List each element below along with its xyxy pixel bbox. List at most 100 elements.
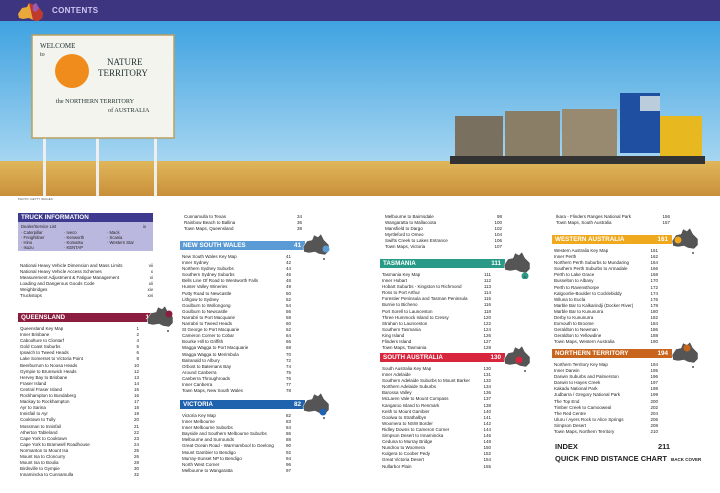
list-item[interactable]: Melbourne to Bairnsdale 98 bbox=[385, 214, 502, 220]
list-item[interactable]: Town Maps, Queensland 38 bbox=[184, 226, 302, 232]
list-item[interactable]: National Heavy Vehicle Dimension and Mas… bbox=[20, 263, 153, 269]
list-item[interactable]: Town Maps, Tasmania 128 bbox=[382, 345, 491, 351]
list-item[interactable]: Great Ocean Road - Warrnambool to Geelon… bbox=[182, 443, 291, 449]
section-header-tas[interactable]: TASMANIA 111 bbox=[380, 259, 505, 268]
list-item[interactable]: Inner Melbourne Suburbs 84 bbox=[182, 425, 291, 431]
list-item[interactable]: Narrabri to Tweed Heads 60 bbox=[182, 321, 291, 327]
list-item[interactable]: Kakadu National Park 198 bbox=[554, 386, 658, 392]
list-item[interactable]: Wangaratta to Mallacoota 100 bbox=[385, 220, 502, 226]
list-item[interactable]: Mount Isa to Cloncurry 26 bbox=[20, 454, 139, 460]
section-header-qld[interactable]: QUEENSLAND 1 bbox=[18, 313, 153, 322]
list-item[interactable]: Port Sorell to Launceston 118 bbox=[382, 309, 491, 315]
list-item[interactable]: Derby to Kununurra 182 bbox=[554, 315, 658, 321]
list-item[interactable]: Nundroo to Woomera 150 bbox=[382, 445, 491, 451]
list-item[interactable]: Weighbridges xiv bbox=[20, 287, 153, 293]
list-item[interactable]: Marble Bar to Kununurra 180 bbox=[554, 309, 658, 315]
list-item[interactable]: Cameron Corner to Cobar 64 bbox=[182, 333, 291, 339]
list-item[interactable]: Truckstops xvi bbox=[20, 293, 153, 299]
list-item[interactable]: Tasmania Key Map 111 bbox=[382, 272, 491, 278]
list-item[interactable]: Wiluna to Eucla 176 bbox=[554, 297, 658, 303]
list-item[interactable]: Woomera to NSW Border 142 bbox=[382, 421, 491, 427]
list-item[interactable]: Atherton Tableland 22 bbox=[20, 430, 139, 436]
list-item[interactable]: Uluru / Ayers Rock to Alice Springs 206 bbox=[554, 417, 658, 423]
list-item[interactable]: Hobart Suburbs - Kingston to Richmond 113 bbox=[382, 284, 491, 290]
list-item[interactable]: Darwin to Hayes Creek 197 bbox=[554, 380, 658, 386]
list-item[interactable]: Simpson Desert to Innamincka 146 bbox=[382, 433, 491, 439]
list-item[interactable]: Ipswich to Tweed Heads 6 bbox=[20, 350, 139, 356]
list-item[interactable]: Gold Coast Suburbs 5 bbox=[20, 344, 139, 350]
list-item[interactable]: National Heavy Vehicle Access Schemes x bbox=[20, 269, 153, 275]
list-item[interactable]: Rockhampton to Bundaberg 16 bbox=[20, 393, 139, 399]
list-item[interactable]: Kulgera to Coober Pedy 152 bbox=[382, 451, 491, 457]
list-item[interactable]: Town Maps, New South Wales 78 bbox=[182, 388, 291, 394]
list-item[interactable]: Mansfield to Dargo 102 bbox=[385, 226, 502, 232]
list-item[interactable]: Inner Melbourne 83 bbox=[182, 419, 291, 425]
section-header-nsw[interactable]: NEW SOUTH WALES 41 bbox=[180, 241, 305, 250]
list-item[interactable]: Perth to Lake Grace 168 bbox=[554, 272, 658, 278]
list-item[interactable]: Geraldton to Newman 186 bbox=[554, 327, 658, 333]
section-header-nt[interactable]: NORTHERN TERRITORY 194 bbox=[552, 349, 672, 358]
list-item[interactable]: Goulburn to Newcastle 56 bbox=[182, 309, 291, 315]
list-item[interactable]: Inner Darwin 195 bbox=[554, 368, 658, 374]
list-item[interactable]: Melbourne to Wangaratta 97 bbox=[182, 468, 291, 474]
list-item[interactable]: Town Maps, Northern Territory 210 bbox=[554, 429, 658, 435]
list-item[interactable]: Town Maps, South Australia 157 bbox=[556, 220, 670, 226]
list-item[interactable]: Swifts Creek to Lakes Entrance 106 bbox=[385, 238, 502, 244]
list-item[interactable]: Narrabri to Port Macquarie 58 bbox=[182, 315, 291, 321]
list-item[interactable]: Busselton to Albany 170 bbox=[554, 278, 658, 284]
list-item[interactable]: Timber Creek to Camooweal 202 bbox=[554, 405, 658, 411]
list-item[interactable]: Great Victoria Desert 154 bbox=[382, 457, 491, 463]
list-item[interactable]: Bayside and Southern Melbourne Suburbs 86 bbox=[182, 431, 291, 437]
list-item[interactable]: Cooktown to Tully 20 bbox=[20, 417, 139, 423]
list-item[interactable]: McLaren Vale to Mount Compass 137 bbox=[382, 396, 491, 402]
list-item[interactable]: Lithgow to Sydney 52 bbox=[182, 297, 291, 303]
list-item[interactable]: Judbarra / Gregory National Park 199 bbox=[554, 392, 658, 398]
list-item[interactable]: Canberra Throughroads 76 bbox=[182, 376, 291, 382]
list-item[interactable]: Mossman to Innisfail 21 bbox=[20, 424, 139, 430]
distance-chart-link[interactable]: QUICK FIND DISTANCE CHART BACK COVER bbox=[555, 454, 701, 463]
list-item[interactable]: Ridley Downs to Cameron Corner 144 bbox=[382, 427, 491, 433]
list-item[interactable]: Strahan to Launceston 122 bbox=[382, 321, 491, 327]
list-item[interactable]: Fraser Island 14 bbox=[20, 381, 139, 387]
list-item[interactable]: Hervey Bay to Brisbane 13 bbox=[20, 375, 139, 381]
list-item[interactable]: Inner Adelaide 131 bbox=[382, 372, 491, 378]
list-item[interactable]: Northern Territory Key Map 194 bbox=[554, 362, 658, 368]
list-item[interactable]: Mackay to Rockhampton 17 bbox=[20, 399, 139, 405]
list-item[interactable]: St George to Port Macquarie 62 bbox=[182, 327, 291, 333]
list-item[interactable]: Town Maps, Western Australia 190 bbox=[554, 339, 658, 345]
list-item[interactable]: South Australia Key Map 130 bbox=[382, 366, 491, 372]
list-item[interactable]: Southern Adelaide Suburbs to Mount Barke… bbox=[382, 378, 491, 384]
section-header-wa[interactable]: WESTERN AUSTRALIA 161 bbox=[552, 235, 672, 244]
list-item[interactable]: Lake Somerset to Victoria Point 8 bbox=[20, 356, 139, 362]
list-item[interactable]: Barossa Valley 136 bbox=[382, 390, 491, 396]
index-link[interactable]: INDEX bbox=[555, 442, 578, 451]
list-item[interactable]: Ayr to Sarina 18 bbox=[20, 405, 139, 411]
list-item[interactable]: Bells Line Of Road to Wentworth Falls 48 bbox=[182, 278, 291, 284]
list-item[interactable]: Ross to Port Arthur 114 bbox=[382, 290, 491, 296]
list-item[interactable]: Northern Perth Suburbs to Mundaring 164 bbox=[554, 260, 658, 266]
list-item[interactable]: Exmouth to Broome 184 bbox=[554, 321, 658, 327]
list-item[interactable]: Southern Sydney Suburbs 46 bbox=[182, 272, 291, 278]
list-item[interactable]: Kalgoorlie-Boulder to Cocklebiddy 174 bbox=[554, 291, 658, 297]
list-item[interactable]: Around Canberra 75 bbox=[182, 370, 291, 376]
list-item[interactable]: North West Corner 96 bbox=[182, 462, 291, 468]
list-item[interactable]: The Red Centre 204 bbox=[554, 411, 658, 417]
list-item[interactable]: Rainbow Beach to Ballina 36 bbox=[184, 220, 302, 226]
list-item[interactable]: Goolwa to Strathalbyn 141 bbox=[382, 415, 491, 421]
list-item[interactable]: Inner Brisbane 2 bbox=[20, 332, 139, 338]
list-item[interactable]: Inner Sydney 42 bbox=[182, 260, 291, 266]
list-item[interactable]: Hunter Valley Wineries 49 bbox=[182, 284, 291, 290]
list-item[interactable]: Melbourne and Surrounds 88 bbox=[182, 437, 291, 443]
list-item[interactable]: Three Hummock Island to Cressy 120 bbox=[382, 315, 491, 321]
list-item[interactable]: Keith to Mount Gambier 140 bbox=[382, 409, 491, 415]
list-item[interactable]: Central Fraser Island 15 bbox=[20, 387, 139, 393]
list-item[interactable]: Murray-Sunset NP to Bendigo 94 bbox=[182, 456, 291, 462]
list-item[interactable]: Town Maps, Victoria 107 bbox=[385, 244, 502, 250]
list-item[interactable]: Beerburrum to Noosa Heads 10 bbox=[20, 363, 139, 369]
list-item[interactable]: Gympie to Brunswick Heads 12 bbox=[20, 369, 139, 375]
list-item[interactable]: Caboolture to Clontarf 4 bbox=[20, 338, 139, 344]
list-item[interactable]: Northern Adelaide Suburbs 134 bbox=[382, 384, 491, 390]
section-header-vic[interactable]: VICTORIA 82 bbox=[180, 400, 305, 409]
list-item[interactable]: Cape York to Bramwell Roadhouse 24 bbox=[20, 442, 139, 448]
list-item[interactable]: New South Wales Key Map 41 bbox=[182, 254, 291, 260]
